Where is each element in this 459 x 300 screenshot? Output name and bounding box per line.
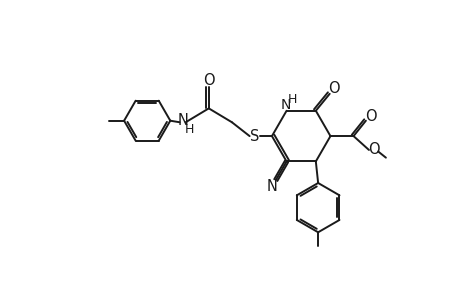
Text: O: O [202, 73, 214, 88]
Text: H: H [287, 93, 297, 106]
Text: H: H [185, 123, 194, 136]
Text: O: O [367, 142, 379, 158]
Text: N: N [266, 179, 277, 194]
Text: O: O [364, 109, 375, 124]
Text: O: O [327, 81, 339, 96]
Text: N: N [280, 98, 291, 112]
Text: N: N [178, 113, 188, 128]
Text: S: S [250, 129, 259, 144]
